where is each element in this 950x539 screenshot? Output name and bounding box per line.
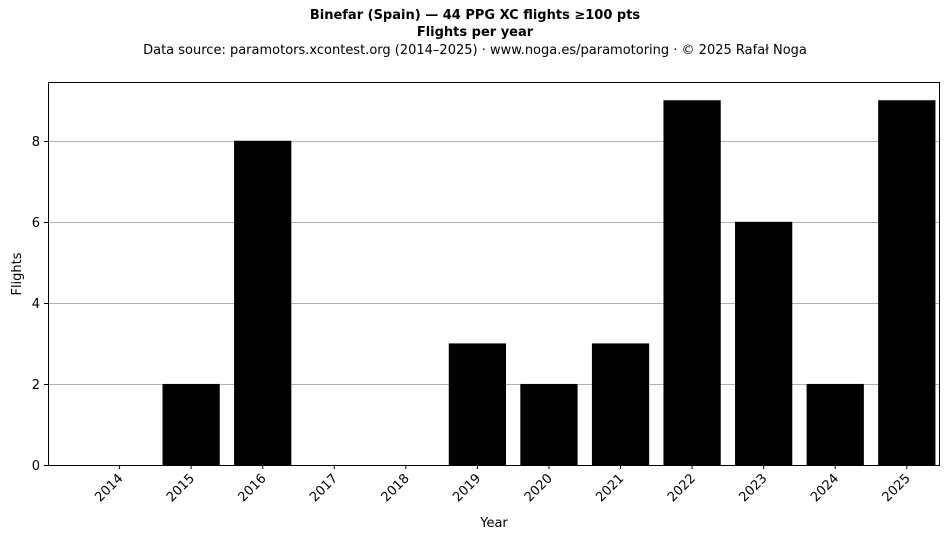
y-tick-label: 4 [32,297,40,312]
y-tick-label: 6 [32,216,40,231]
bar [806,383,864,465]
bar [162,383,220,465]
x-tick-label: 2017 [307,471,341,505]
x-tick-label: 2023 [736,471,770,505]
x-tick-label: 2015 [164,471,198,505]
x-axis-label: Year [479,516,508,531]
x-axis: 2014 2015 2016 2017 2018 2019 2020 2021 2022 2023… [92,465,914,505]
chart-title: Binefar (Spain) — 44 PPG XC flights ≥100… [309,8,641,23]
bar [520,383,578,465]
x-tick-label: 2016 [236,471,270,505]
bar [448,343,507,465]
x-tick-label: 2021 [593,471,627,505]
y-tick-label: 2 [32,378,40,393]
x-tick-label: 2022 [665,471,699,505]
bar [591,343,650,465]
plot-frame [48,82,940,466]
chart-subtitle: Flights per year [416,25,534,40]
x-tick-label: 2024 [808,471,842,505]
bar [234,140,292,465]
x-tick-label: 2018 [379,471,413,505]
x-tick-label: 2025 [880,471,914,505]
bar [878,100,936,465]
y-axis-label: Flights [10,252,25,295]
x-tick-label: 2020 [522,471,556,505]
y-axis: 0 2 4 6 8 [32,135,48,474]
y-tick-label: 0 [32,459,40,474]
chart-source-note: Data source: paramotors.xcontest.org (20… [143,43,807,58]
y-tick-label: 8 [32,135,40,150]
x-tick-label: 2014 [92,471,126,505]
bars [162,100,936,465]
x-tick-label: 2019 [450,471,484,505]
bar [735,221,793,465]
bar [663,100,721,465]
